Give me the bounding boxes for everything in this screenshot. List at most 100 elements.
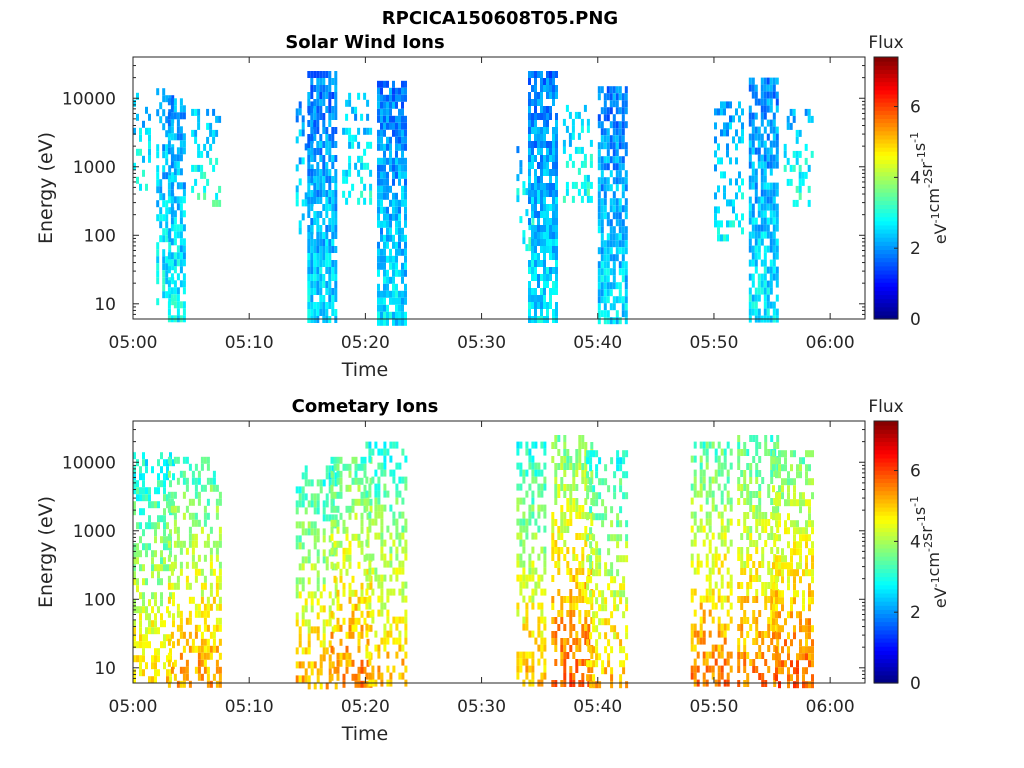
heatmap-cell: [377, 595, 381, 603]
heatmap-cell: [203, 456, 207, 464]
heatmap-cell: [215, 589, 219, 597]
heatmap-cell: [622, 471, 626, 479]
heatmap-cell: [615, 121, 619, 129]
heatmap-cell: [607, 569, 611, 577]
heatmap-cell: [723, 539, 727, 547]
heatmap-cell: [316, 211, 320, 218]
heatmap-cell: [606, 296, 610, 304]
heatmap-cell: [159, 116, 163, 124]
x-axis-label: Time: [341, 723, 389, 745]
heatmap-cell: [360, 477, 364, 485]
heatmap-cell: [316, 267, 320, 274]
heatmap-cell: [586, 555, 590, 563]
heatmap-cell: [746, 533, 750, 540]
heatmap-cell: [717, 595, 721, 603]
heatmap-cell: [621, 254, 625, 262]
heatmap-cell: [740, 533, 744, 540]
heatmap-cell: [200, 589, 204, 597]
heatmap-cell: [142, 592, 145, 600]
heatmap-cell: [726, 497, 730, 505]
heatmap-cell: [690, 483, 694, 491]
heatmap-cell: [531, 288, 534, 295]
heatmap-cell: [377, 129, 380, 137]
heatmap-cell: [603, 93, 607, 101]
heatmap-cell: [757, 280, 761, 288]
heatmap-cell: [569, 631, 573, 638]
heatmap-cell: [386, 665, 390, 673]
heatmap-cell: [563, 519, 567, 526]
heatmap-cell: [618, 219, 622, 227]
heatmap-cell: [528, 651, 532, 659]
heatmap-cell: [528, 553, 532, 561]
heatmap-cell: [401, 150, 404, 158]
heatmap-cell: [176, 638, 180, 646]
heatmap-cell: [404, 199, 407, 207]
heatmap-cell: [162, 270, 166, 278]
heatmap-cell: [621, 93, 625, 101]
heatmap-cell: [746, 512, 750, 519]
heatmap-cell: [519, 483, 523, 491]
heatmap-cell: [401, 122, 404, 130]
heatmap-cell: [625, 604, 629, 612]
heatmap-cell: [575, 449, 579, 456]
heatmap-cell: [395, 297, 398, 305]
heatmap-cell: [380, 553, 384, 561]
heatmap-cell: [615, 156, 619, 164]
heatmap-cell: [165, 116, 169, 124]
heatmap-cell: [563, 442, 567, 449]
heatmap-cell: [167, 175, 171, 183]
colorbar-segment: [874, 237, 898, 242]
heatmap-cell: [793, 667, 796, 675]
heatmap-cell: [531, 162, 534, 169]
heatmap-cell: [319, 302, 323, 309]
heatmap-cell: [336, 673, 340, 681]
heatmap-cell: [546, 183, 549, 190]
heatmap-cell: [555, 134, 558, 141]
heatmap-cell: [751, 217, 755, 225]
heatmap-cell: [354, 162, 358, 170]
heatmap-cell: [740, 617, 744, 624]
heatmap-cell: [371, 609, 375, 617]
heatmap-cell: [754, 252, 758, 260]
heatmap-cell: [395, 574, 399, 582]
heatmap-cell: [690, 644, 694, 652]
heatmap-cell: [590, 512, 594, 519]
heatmap-cell: [625, 450, 629, 458]
heatmap-cell: [383, 455, 387, 463]
heatmap-cell: [775, 520, 778, 528]
heatmap-cell: [708, 511, 712, 519]
heatmap-cell: [760, 210, 764, 218]
heatmap-cell: [395, 122, 398, 130]
heatmap-cell: [748, 245, 752, 253]
heatmap-cell: [583, 188, 587, 196]
heatmap-cell: [562, 118, 566, 126]
heatmap-cell: [170, 224, 174, 232]
heatmap-cell: [575, 554, 579, 561]
heatmap-cell: [142, 452, 145, 460]
heatmap-cell: [597, 317, 601, 325]
heatmap-cell: [543, 637, 547, 645]
heatmap-cell: [331, 309, 335, 316]
heatmap-cell: [621, 114, 625, 122]
heatmap-cell: [185, 638, 189, 646]
heatmap-cell: [374, 490, 378, 498]
heatmap-cell: [374, 644, 378, 652]
heatmap-cell: [720, 539, 724, 547]
heatmap-cell: [531, 239, 534, 246]
heatmap-cell: [366, 99, 370, 107]
heatmap-cell: [325, 267, 329, 274]
heatmap-cell: [770, 603, 774, 610]
heatmap-cell: [764, 582, 768, 589]
heatmap-cell: [543, 302, 546, 309]
heatmap-cell: [554, 561, 558, 568]
heatmap-cell: [365, 588, 369, 596]
heatmap-cell: [528, 106, 531, 113]
heatmap-cell: [595, 660, 599, 668]
heatmap-cell: [543, 155, 546, 162]
heatmap-cell: [139, 127, 142, 135]
heatmap-cell: [763, 196, 767, 204]
heatmap-cell: [404, 455, 408, 463]
heatmap-cell: [540, 232, 543, 239]
heatmap-cell: [215, 582, 219, 590]
heatmap-cell: [584, 540, 588, 547]
